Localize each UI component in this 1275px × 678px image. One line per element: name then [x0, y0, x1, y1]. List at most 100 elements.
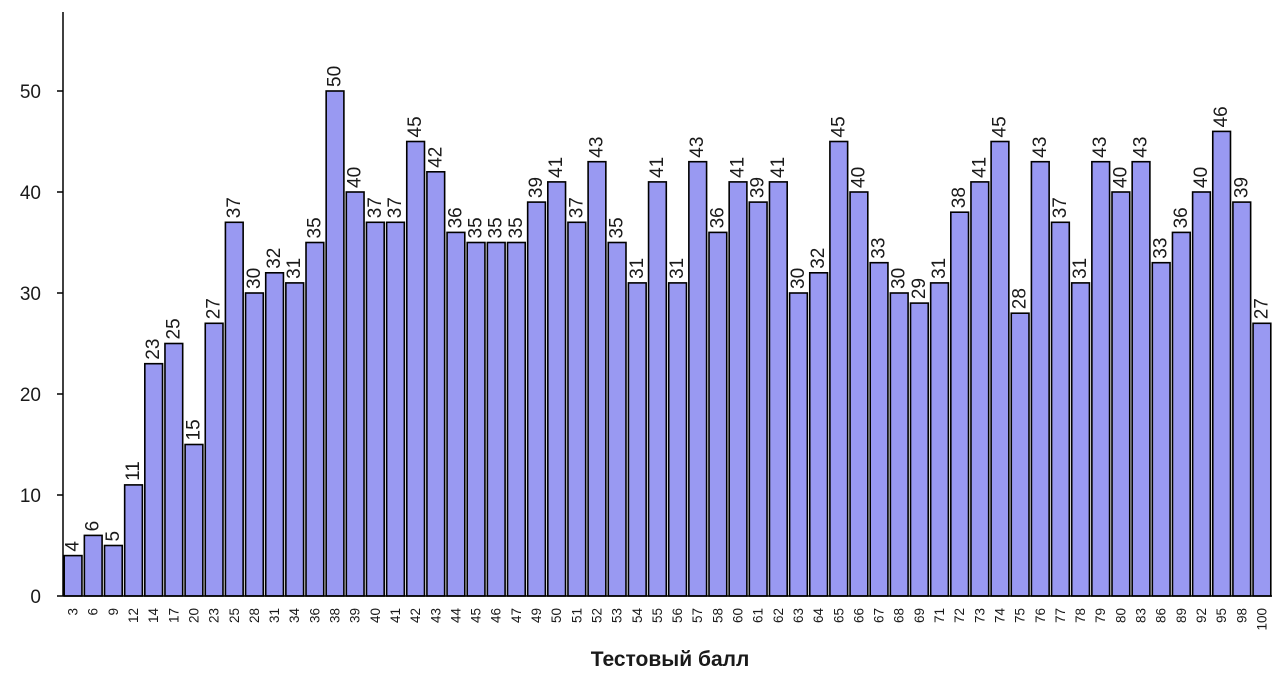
x-tick-label: 62 [771, 608, 786, 623]
bar [204, 322, 224, 597]
data-label: 30 [788, 268, 809, 289]
x-tick-label: 25 [227, 608, 242, 623]
x-tick-label: 89 [1174, 608, 1189, 623]
x-tick-label: 92 [1194, 608, 1209, 623]
bar [1131, 160, 1151, 597]
bar [567, 221, 587, 597]
data-label: 11 [123, 461, 144, 481]
x-tick-label: 17 [166, 608, 181, 623]
data-label: 42 [425, 147, 446, 168]
data-label: 33 [869, 238, 890, 259]
data-label: 6 [83, 521, 104, 532]
bar [526, 201, 547, 597]
x-tick-label: 31 [267, 608, 282, 623]
x-tick-label: 74 [992, 608, 1007, 624]
x-tick-label: 100 [1254, 608, 1269, 631]
data-label: 46 [1211, 106, 1232, 127]
data-label: 35 [607, 217, 628, 238]
data-label: 33 [1151, 238, 1172, 259]
data-label: 50 [325, 66, 346, 87]
x-tick-label: 67 [872, 608, 887, 623]
x-tick-label: 56 [670, 608, 685, 623]
data-label: 31 [1070, 258, 1091, 279]
bar [647, 181, 668, 597]
bar [970, 181, 990, 597]
data-label: 32 [264, 248, 285, 269]
data-label: 45 [828, 116, 849, 137]
x-tick-label: 23 [207, 608, 222, 623]
data-label: 41 [546, 157, 567, 178]
data-label: 37 [365, 197, 386, 218]
bar [405, 140, 426, 597]
bar [667, 282, 688, 597]
data-label: 40 [848, 167, 869, 188]
x-tick-label: 79 [1093, 608, 1108, 623]
bar [1232, 201, 1252, 597]
data-label: 37 [385, 197, 406, 218]
data-label: 37 [566, 197, 587, 218]
data-label: 39 [1231, 177, 1252, 198]
data-label: 25 [163, 318, 184, 339]
data-label: 40 [1191, 167, 1212, 188]
y-axis-ticks: 0 10 20 30 40 50 [20, 82, 63, 608]
data-label: 31 [929, 258, 950, 279]
data-label: 45 [989, 116, 1010, 137]
bar [708, 231, 728, 597]
bar [1070, 282, 1091, 597]
x-tick-label: 72 [952, 608, 967, 623]
bar [63, 554, 83, 597]
x-tick-label: 40 [368, 608, 383, 623]
data-label: 15 [183, 419, 204, 440]
bar [1211, 130, 1232, 597]
bar [426, 171, 446, 597]
x-tick-label: 51 [569, 608, 584, 623]
y-tick-label: 30 [20, 284, 41, 305]
bar [1252, 322, 1272, 597]
data-label: 43 [1090, 137, 1111, 158]
data-label: 41 [969, 157, 990, 178]
data-label: 38 [949, 187, 970, 208]
data-label: 43 [687, 137, 708, 158]
data-label: 35 [466, 217, 487, 238]
x-tick-label: 78 [1073, 608, 1088, 623]
bar [325, 90, 345, 597]
data-label: 36 [1171, 207, 1192, 228]
bar [950, 211, 970, 597]
x-tick-label: 49 [529, 608, 544, 623]
bar [929, 282, 950, 597]
x-tick-label: 60 [731, 608, 746, 623]
bar [688, 160, 708, 597]
x-tick-label: 9 [106, 608, 121, 616]
bar [829, 140, 849, 597]
bar [466, 241, 486, 597]
x-tick-label: 52 [589, 608, 604, 623]
bar [123, 484, 144, 597]
y-tick-label: 10 [20, 486, 41, 507]
bar [587, 160, 607, 597]
x-tick-label: 44 [448, 608, 463, 624]
bar [728, 181, 748, 597]
x-tick-label: 38 [328, 608, 343, 623]
x-tick-label: 45 [469, 608, 484, 623]
bar [788, 292, 809, 597]
x-tick-label: 46 [489, 608, 504, 623]
y-tick-label: 20 [20, 385, 41, 406]
x-tick-label: 80 [1113, 608, 1128, 623]
bar [808, 271, 829, 597]
y-tick-label: 40 [20, 183, 41, 204]
data-label: 39 [748, 177, 769, 198]
x-axis-ticks: 3 6 9 12 14 17 20 23 25 28 31 34 36 38 39 40 41 42 43 44 45 4… [66, 608, 1270, 631]
data-label: 35 [304, 217, 325, 238]
bar [1050, 221, 1071, 597]
x-tick-label: 61 [751, 608, 766, 623]
data-label: 37 [224, 197, 245, 218]
data-label: 35 [506, 217, 527, 238]
x-tick-label: 77 [1053, 608, 1068, 623]
bar [244, 292, 265, 597]
bar [285, 282, 305, 597]
data-label: 35 [486, 217, 507, 238]
data-label: 36 [445, 207, 466, 228]
